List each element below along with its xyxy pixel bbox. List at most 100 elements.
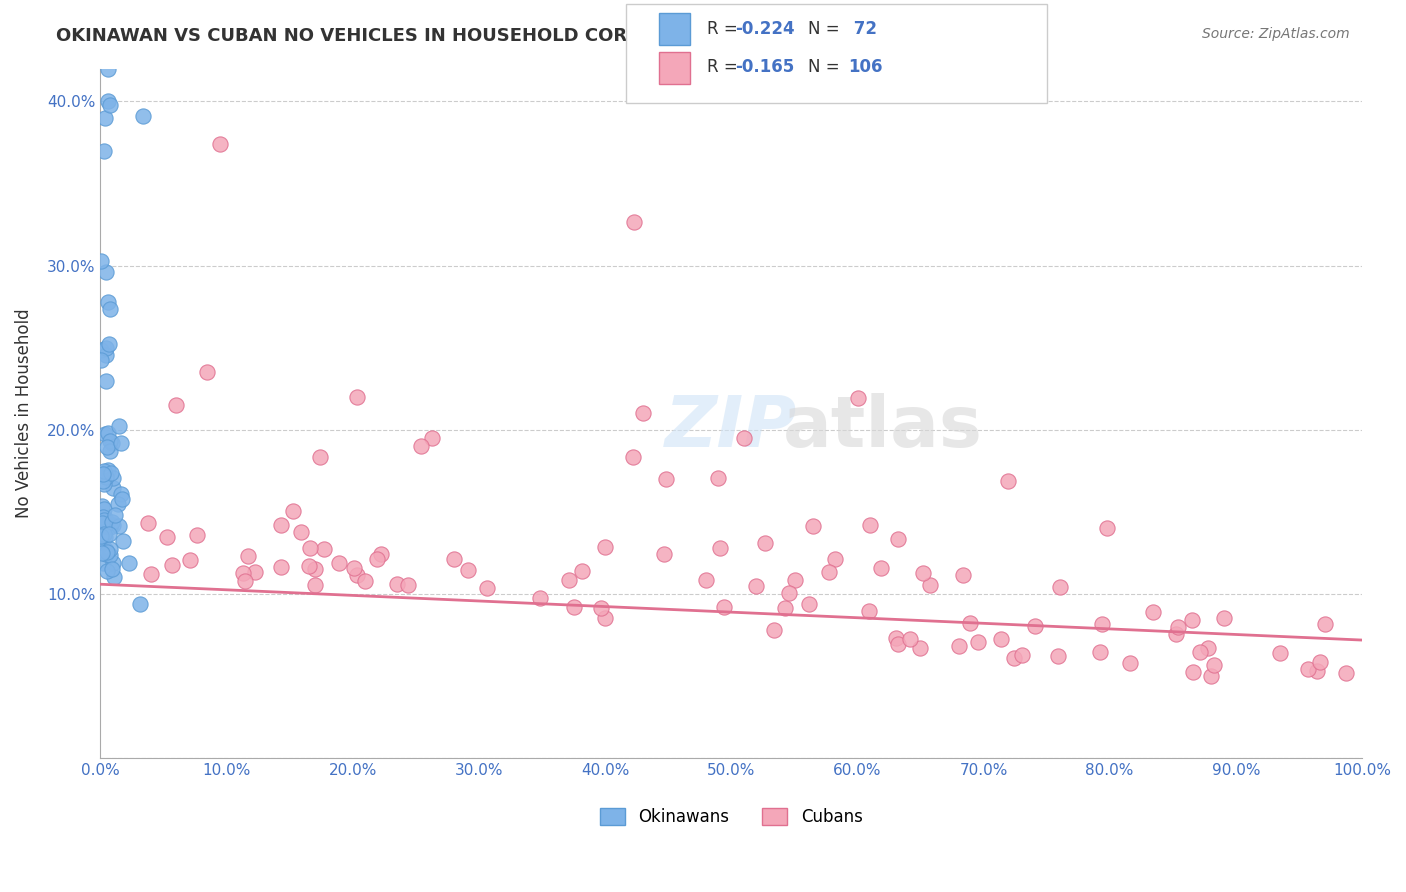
Point <box>411 440 433 454</box>
Point <box>283 504 305 518</box>
Point <box>141 566 163 581</box>
Point <box>94 543 117 558</box>
Point <box>706 471 728 485</box>
Point <box>160 558 183 573</box>
Point <box>1197 641 1219 656</box>
Point <box>90 254 112 268</box>
Text: ZIP: ZIP <box>665 392 797 462</box>
Text: N =: N = <box>808 58 839 76</box>
Point <box>733 431 755 445</box>
Point <box>98 443 121 458</box>
Point <box>111 491 134 506</box>
Point <box>94 111 117 125</box>
Point <box>136 516 159 530</box>
Point <box>1306 664 1329 678</box>
Point <box>778 586 800 600</box>
Point <box>990 632 1012 647</box>
Point <box>90 529 112 543</box>
Point <box>801 519 824 533</box>
Point <box>232 566 254 581</box>
Legend: Okinawans, Cubans: Okinawans, Cubans <box>593 801 869 833</box>
Point <box>773 600 796 615</box>
Point <box>129 598 152 612</box>
Point <box>713 599 735 614</box>
Point <box>96 564 118 578</box>
Point <box>709 541 731 556</box>
Point <box>918 577 941 591</box>
Point <box>94 518 117 533</box>
Point <box>1142 605 1164 619</box>
Point <box>98 97 121 112</box>
Point <box>846 391 869 405</box>
Point <box>571 564 593 578</box>
Point <box>529 591 551 605</box>
Point <box>110 436 132 450</box>
Point <box>96 515 118 529</box>
Point <box>762 623 785 637</box>
Point <box>101 515 124 529</box>
Point <box>98 337 121 351</box>
Point <box>654 547 676 561</box>
Y-axis label: No Vehicles in Household: No Vehicles in Household <box>15 309 32 518</box>
Point <box>911 566 934 580</box>
Point <box>103 556 125 570</box>
Point <box>1091 617 1114 632</box>
Text: OKINAWAN VS CUBAN NO VEHICLES IN HOUSEHOLD CORRELATION CHART: OKINAWAN VS CUBAN NO VEHICLES IN HOUSEHO… <box>56 27 800 45</box>
Point <box>824 551 846 566</box>
Point <box>655 472 678 486</box>
Point <box>100 519 122 533</box>
Point <box>593 610 616 624</box>
Point <box>93 501 115 516</box>
Text: Source: ZipAtlas.com: Source: ZipAtlas.com <box>1202 27 1350 41</box>
Point <box>208 136 231 151</box>
Point <box>898 632 921 646</box>
Point <box>91 474 114 488</box>
Point <box>108 418 131 433</box>
Point <box>443 552 465 566</box>
Point <box>91 467 114 482</box>
Point <box>90 343 112 358</box>
Point <box>328 557 350 571</box>
Point <box>245 565 267 579</box>
Point <box>309 450 332 464</box>
Point <box>90 353 112 368</box>
Point <box>589 600 612 615</box>
Point <box>1309 656 1331 670</box>
Point <box>558 573 581 587</box>
Point <box>966 634 988 648</box>
Point <box>1088 645 1111 659</box>
Point <box>304 578 326 592</box>
Point <box>797 597 820 611</box>
Point <box>1268 646 1291 660</box>
Point <box>186 527 208 541</box>
Point <box>98 542 121 557</box>
Point <box>366 552 388 566</box>
Point <box>1202 658 1225 673</box>
Point <box>97 94 120 108</box>
Point <box>1046 648 1069 663</box>
Point <box>103 518 125 533</box>
Point <box>948 640 970 654</box>
Point <box>1212 611 1234 625</box>
Point <box>91 510 114 524</box>
Point <box>93 467 115 482</box>
Point <box>94 530 117 544</box>
Point <box>1199 668 1222 682</box>
Point <box>96 545 118 559</box>
Point <box>346 567 368 582</box>
Point <box>396 578 419 592</box>
Point <box>98 548 121 562</box>
Point <box>90 542 112 557</box>
Point <box>1119 656 1142 670</box>
Point <box>97 425 120 440</box>
Point <box>1011 648 1033 662</box>
Point <box>1095 520 1118 534</box>
Point <box>817 565 839 579</box>
Point <box>785 573 807 587</box>
Point <box>695 574 717 588</box>
Point <box>97 463 120 477</box>
Point <box>118 556 141 570</box>
Point <box>100 562 122 576</box>
Point <box>91 557 114 571</box>
Point <box>457 563 479 577</box>
